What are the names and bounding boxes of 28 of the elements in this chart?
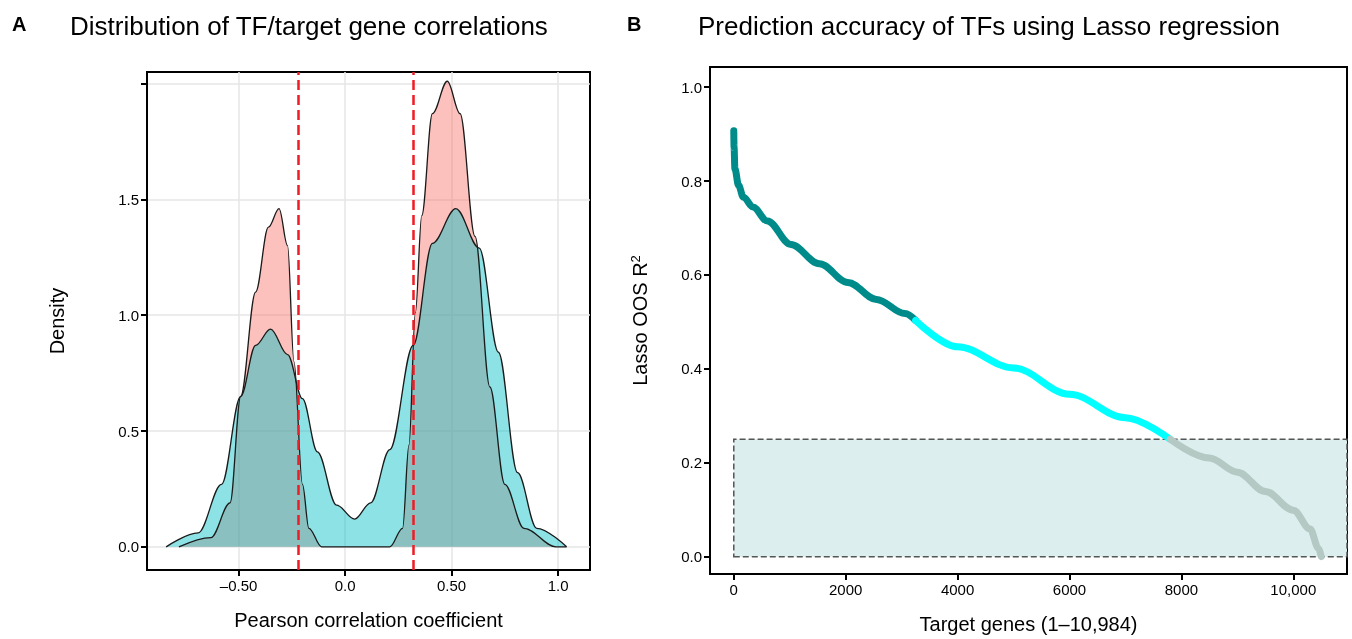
x-tick-label: 8000 (1164, 581, 1199, 598)
y-tick-label: 0.6 (681, 266, 702, 284)
x-tick-label: 4000 (940, 581, 975, 598)
x-tick-label: 10,000 (1270, 581, 1317, 598)
x-axis-title: Target genes (1–10,984) (919, 613, 1138, 635)
y-tick-label: 0.4 (681, 360, 702, 378)
y-tick-label: 0.8 (681, 172, 702, 190)
y-tick-label: 0.0 (681, 548, 702, 566)
x-tick-label: 6000 (1052, 581, 1087, 598)
x-tick-label: 0 (729, 581, 738, 598)
text: A (12, 13, 27, 35)
chart-title: Prediction accuracy of TFs using Lasso regression (698, 11, 1280, 41)
x-axis-title: Pearson correlation coefficient (234, 609, 504, 631)
y-axis-title: Lasso OOS R2 (628, 255, 651, 386)
y-tick-label: 0.2 (681, 454, 702, 472)
x-tick-label: –0.50 (219, 577, 258, 594)
y-tick-label: 0.0 (118, 538, 139, 556)
text: B (627, 13, 642, 35)
y-tick-label: 1.5 (118, 190, 139, 208)
y-tick-label: 0.5 (118, 422, 139, 440)
y-tick-label: 1.0 (118, 306, 139, 324)
x-tick-label: 0.0 (334, 577, 356, 594)
x-tick-label: 0.50 (436, 577, 467, 594)
x-tick-label: 2000 (828, 581, 863, 598)
y-tick-label: 1.0 (681, 78, 702, 96)
chart-title: Distribution of TF/target gene correlations (70, 11, 548, 41)
x-tick-label: 1.0 (547, 577, 569, 594)
y-axis-title: Density (46, 287, 68, 355)
